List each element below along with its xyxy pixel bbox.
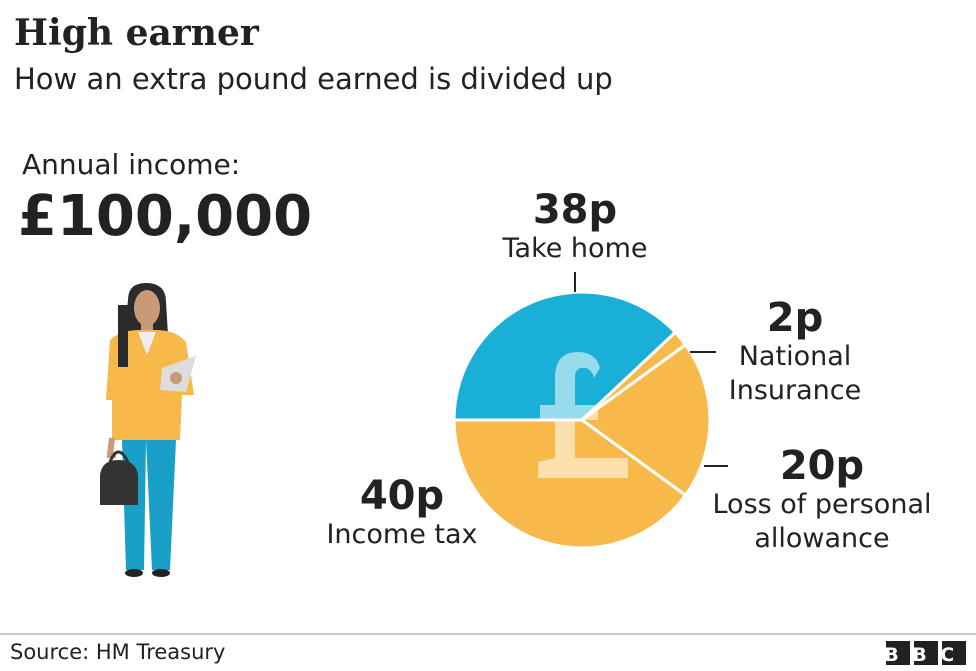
person-illustration: [100, 283, 196, 577]
value-label: 40p: [359, 473, 445, 519]
value-label: 20p: [779, 443, 865, 489]
annotation: £100,000: [18, 184, 313, 249]
category-label: Take home: [502, 233, 648, 264]
source: Source: HM Treasury: [10, 640, 226, 664]
pound-icon: [538, 352, 628, 478]
bbc-logo: BBC: [884, 641, 967, 666]
value-label: 38p: [532, 187, 618, 233]
pie-slice: [452, 418, 688, 550]
chart-subtitle: How an extra pound earned is divided up: [14, 62, 613, 96]
logo-text: BBC: [884, 644, 967, 666]
value-label: 2p: [766, 295, 824, 341]
chart-title: High earner: [14, 12, 259, 54]
category-label: Loss of personal allowance: [712, 489, 932, 554]
annotation: Annual income:: [22, 148, 241, 181]
category-label: National Insurance: [728, 341, 862, 406]
category-label: Income tax: [326, 519, 478, 550]
pie-slice: [579, 342, 712, 498]
